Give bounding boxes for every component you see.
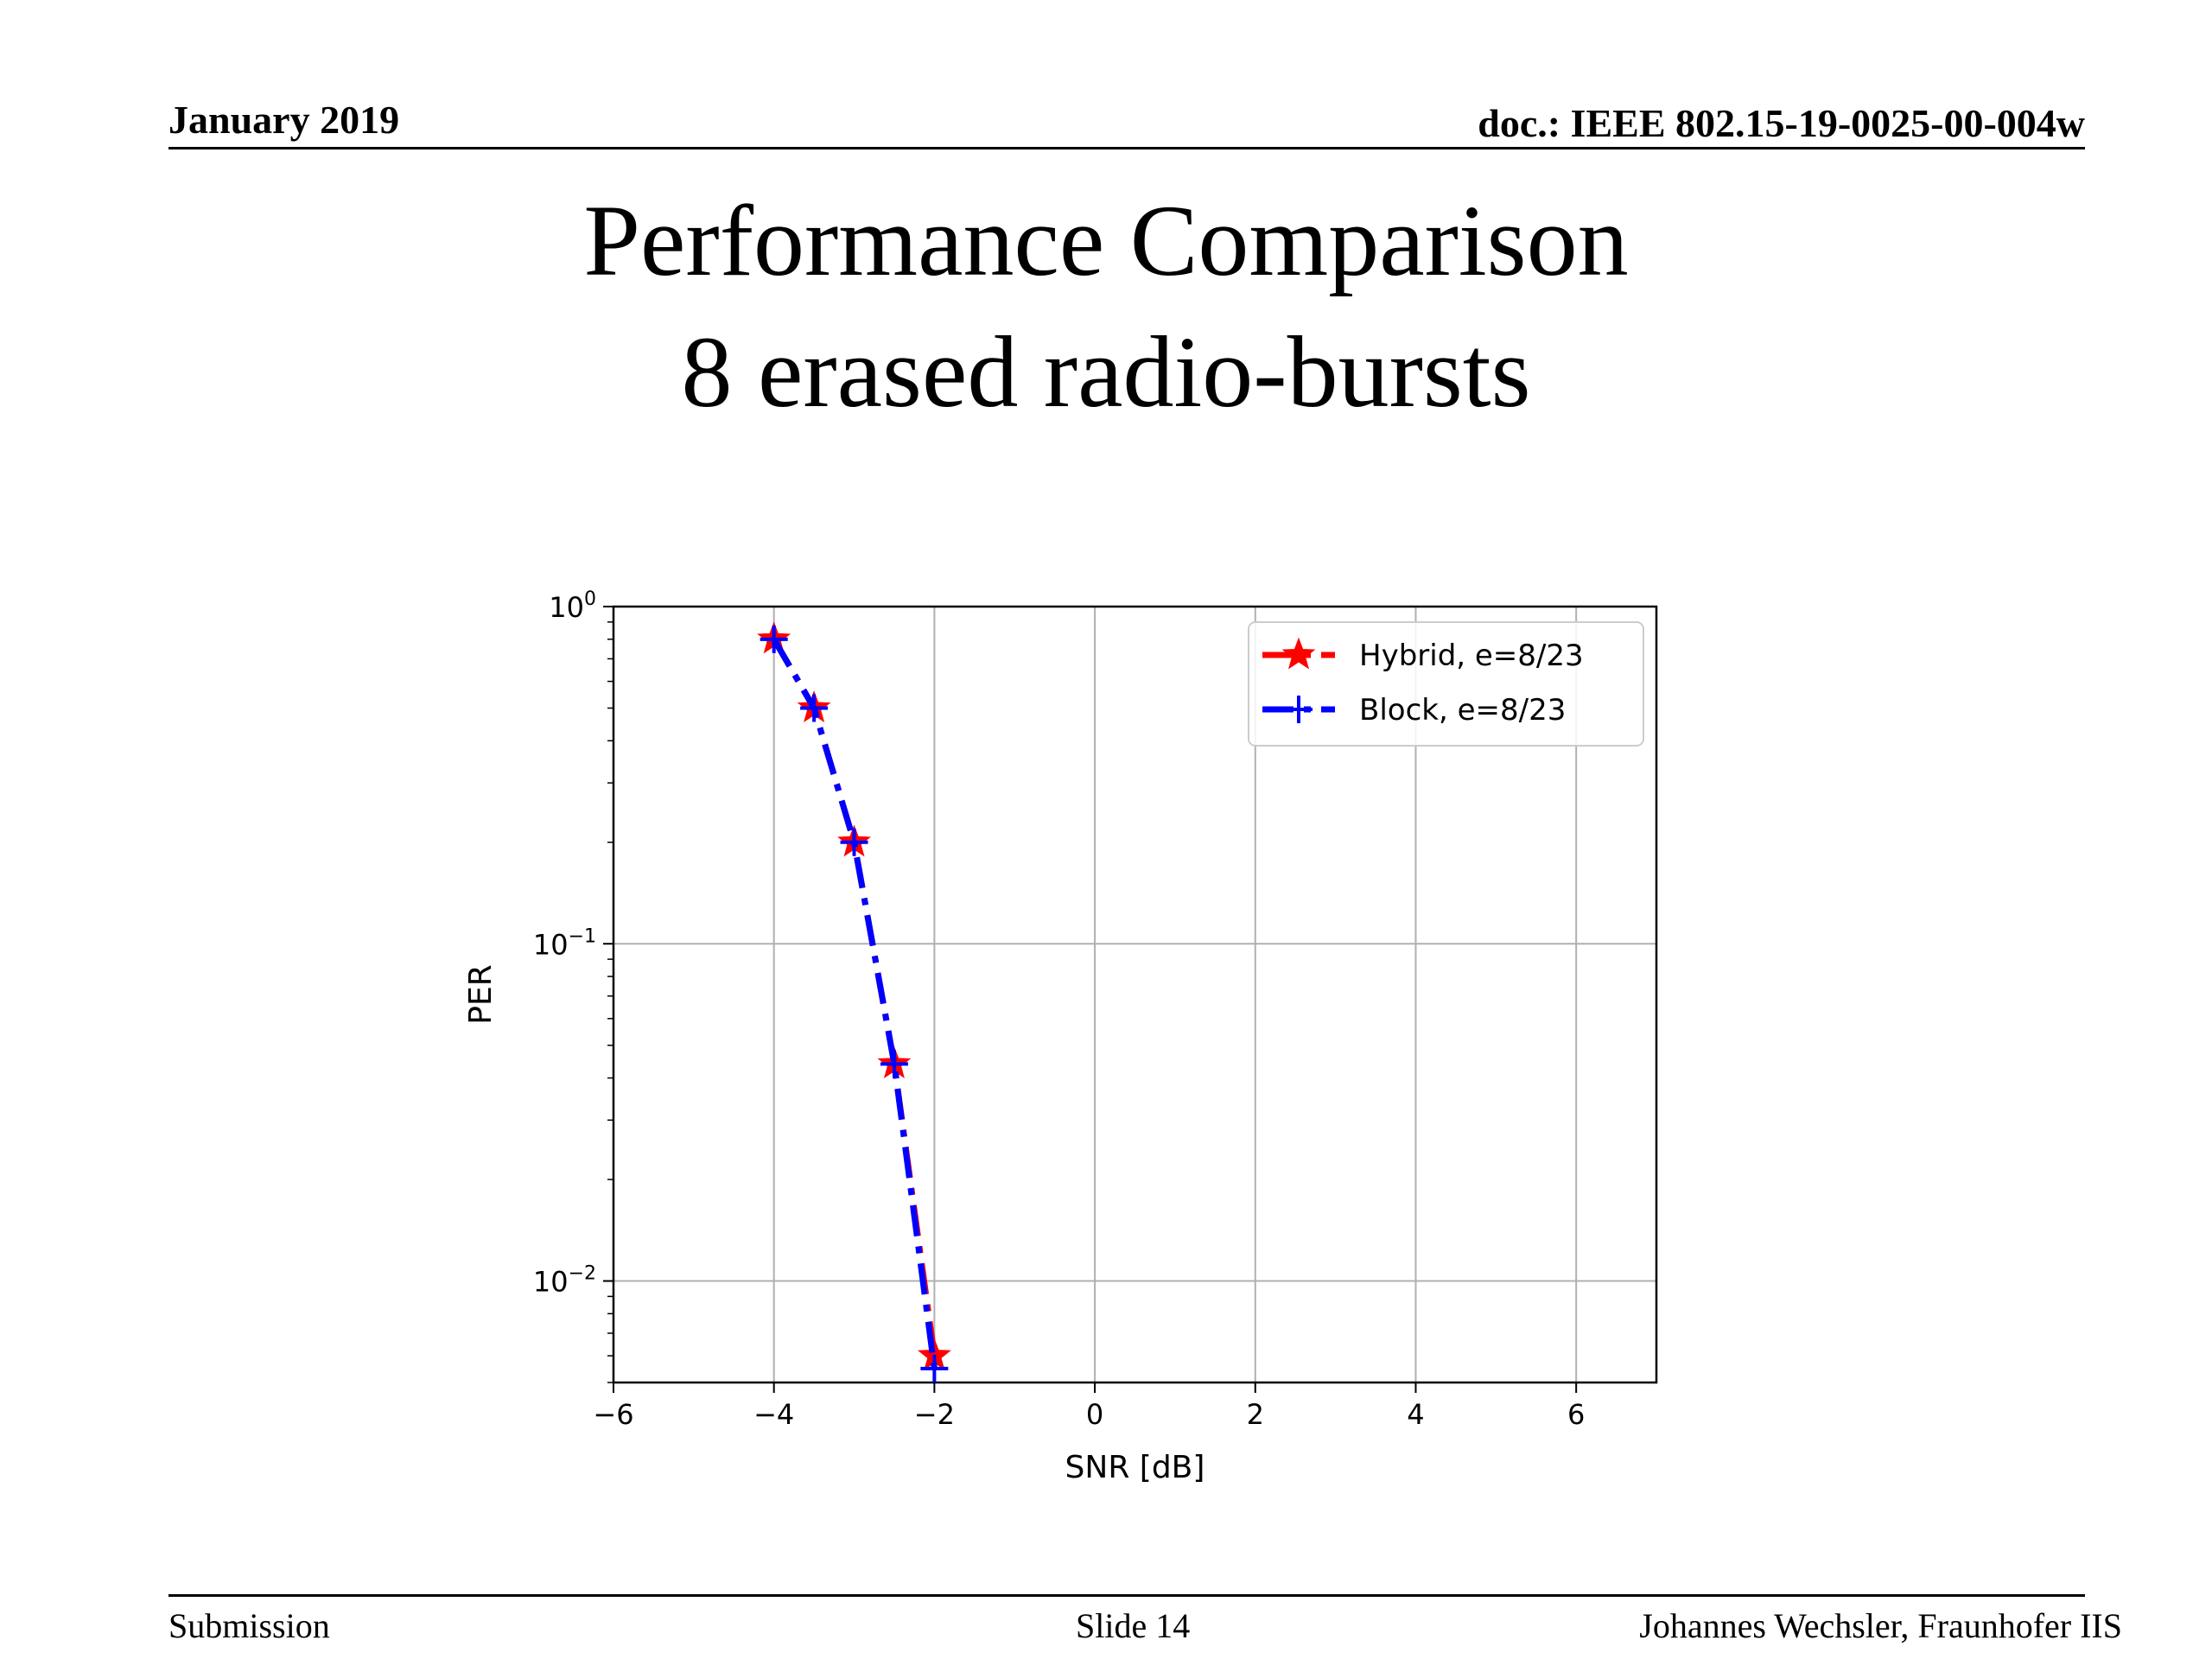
legend-marker bbox=[1285, 696, 1313, 723]
header-date: January 2019 bbox=[168, 98, 400, 142]
per-chart: −6 −4 −2 0 2 4 6 100 10−1 10−2 SNR [dB] PER Hybrid, … bbox=[449, 570, 1702, 1521]
y-tick-label: 100 bbox=[549, 588, 596, 624]
data-point bbox=[920, 1354, 949, 1382]
data-point bbox=[800, 694, 829, 722]
x-tick-label: 2 bbox=[1247, 1398, 1264, 1431]
legend: Hybrid, e=8/23 Block, e=8/23 bbox=[1248, 621, 1644, 747]
x-tick-label: −2 bbox=[914, 1398, 955, 1431]
y-axis-label: PER bbox=[463, 964, 499, 1024]
footer-author: Johannes Wechsler, Fraunhofer IIS bbox=[1639, 1606, 2122, 1645]
series-block bbox=[760, 625, 949, 1382]
x-tick-label: −4 bbox=[753, 1398, 794, 1431]
legend-label: Block, e=8/23 bbox=[1359, 693, 1566, 728]
series-line bbox=[771, 638, 938, 1357]
footer-slide-number: Slide 14 bbox=[1076, 1606, 1191, 1645]
legend-marker bbox=[1281, 637, 1316, 670]
legend-label: Hybrid, e=8/23 bbox=[1359, 639, 1584, 673]
slide-title-line1: Performance Comparison bbox=[583, 184, 1629, 297]
series-hybrid bbox=[757, 621, 951, 1370]
x-axis-label: SNR [dB] bbox=[1065, 1450, 1205, 1485]
legend-item: Hybrid, e=8/23 bbox=[1262, 637, 1584, 673]
footer-submission: Submission bbox=[168, 1606, 330, 1645]
footer-rule bbox=[168, 1594, 2085, 1597]
data-point bbox=[880, 1050, 908, 1078]
series-line bbox=[771, 638, 938, 1370]
data-point bbox=[760, 625, 788, 653]
x-tick-label: 6 bbox=[1567, 1398, 1585, 1431]
legend-item: Block, e=8/23 bbox=[1262, 693, 1566, 728]
y-tick-label: 10−1 bbox=[533, 925, 596, 961]
x-tick-label: −6 bbox=[593, 1398, 633, 1431]
y-tick-label: 10−2 bbox=[533, 1263, 596, 1299]
per-chart-svg: −6 −4 −2 0 2 4 6 100 10−1 10−2 SNR [dB] PER Hybrid, … bbox=[463, 588, 1658, 1485]
data-point bbox=[840, 828, 868, 856]
plot-frame bbox=[612, 605, 1658, 1384]
x-tick-label: 4 bbox=[1407, 1398, 1424, 1431]
header-rule bbox=[168, 147, 2085, 149]
legend-box bbox=[1248, 621, 1644, 747]
header-doc-id: doc.: IEEE 802.15-19-0025-00-004w bbox=[1478, 101, 2085, 145]
slide-title-line2: 8 erased radio-bursts bbox=[681, 315, 1531, 429]
x-tick-label: 0 bbox=[1086, 1398, 1103, 1431]
